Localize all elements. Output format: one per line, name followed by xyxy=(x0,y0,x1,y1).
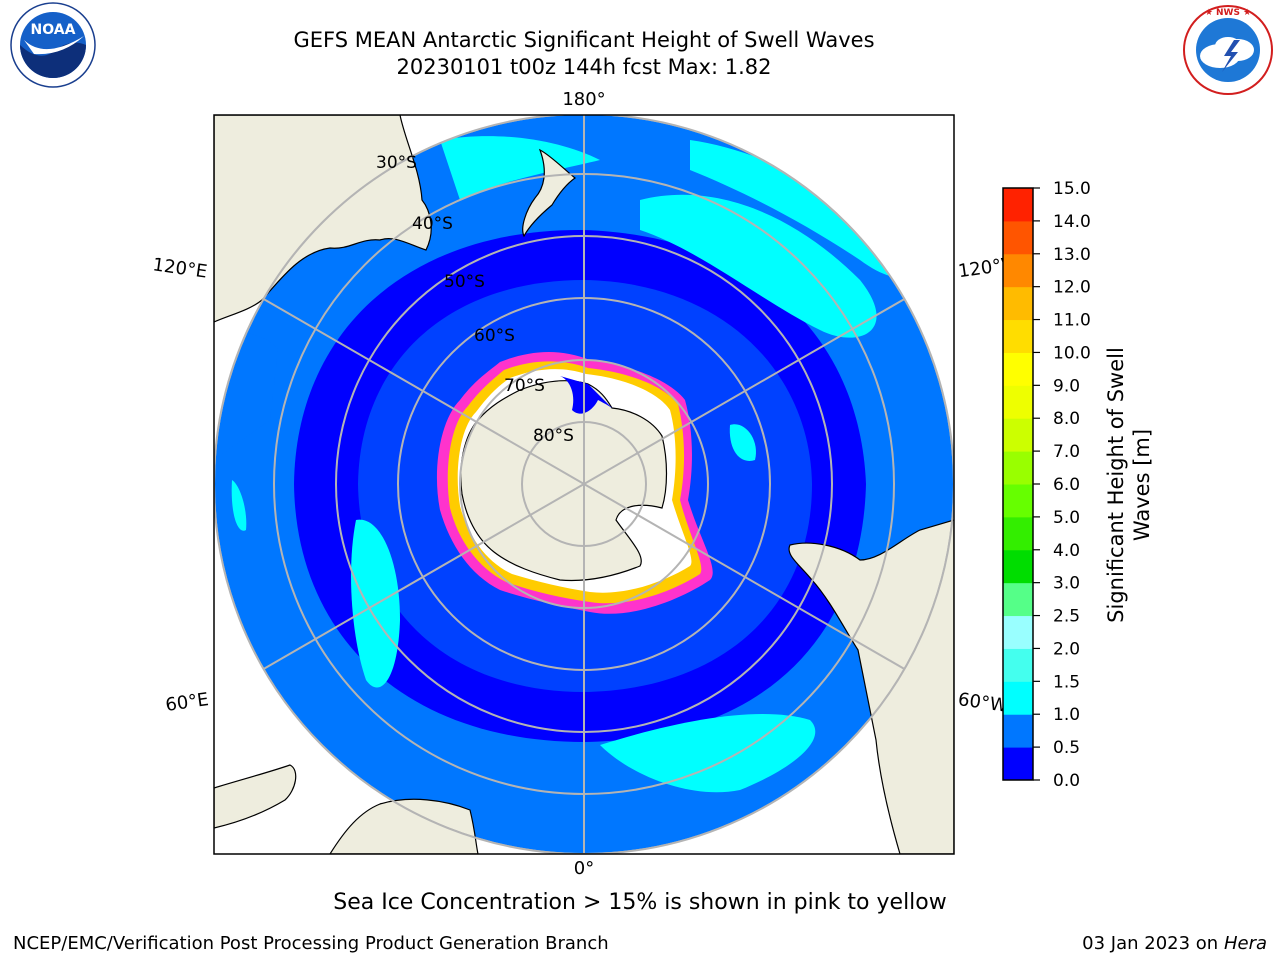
colorbar-label: Significant Height of Swell Waves [m] xyxy=(1103,325,1155,645)
credit-branch: NCEP/EMC/Verification Post Processing Pr… xyxy=(13,933,609,954)
lon-label-120e: 120°E xyxy=(151,254,208,282)
lat-label-40s: 40°S xyxy=(412,214,453,234)
colorbar-tick-label: 2.5 xyxy=(1053,607,1080,627)
credit-date: 03 Jan 2023 on Hera xyxy=(1082,933,1267,954)
chart-title: GEFS MEAN Antarctic Significant Height o… xyxy=(293,28,875,52)
colorbar-tick-label: 8.0 xyxy=(1053,409,1080,429)
colorbar-swatch xyxy=(1003,648,1033,682)
colorbar-label-text: Significant Height of Swell Waves [m] xyxy=(1104,347,1154,623)
colorbar-tick-label: 2.0 xyxy=(1053,639,1080,659)
colorbar-tick-label: 14.0 xyxy=(1053,212,1091,232)
colorbar-swatch xyxy=(1003,615,1033,649)
colorbar-tick-label: 10.0 xyxy=(1053,343,1091,363)
colorbar-tick-label: 5.0 xyxy=(1053,508,1080,528)
colorbar-swatch xyxy=(1003,385,1033,419)
colorbar-frame xyxy=(1002,187,1034,781)
colorbar-tick-label: 7.0 xyxy=(1053,442,1080,462)
map-frame xyxy=(213,114,955,855)
colorbar-tick-label: 0.5 xyxy=(1053,738,1080,758)
colorbar-tick-label: 1.0 xyxy=(1053,705,1080,725)
meridian-line xyxy=(583,483,914,675)
colorbar-swatch xyxy=(1003,253,1033,288)
meridian-line xyxy=(254,293,585,485)
colorbar-swatch xyxy=(1003,516,1033,551)
colorbar-swatch xyxy=(1003,352,1033,386)
land-masses xyxy=(214,115,954,854)
colorbar-swatch xyxy=(1003,484,1033,518)
lon-label-180: 180° xyxy=(562,89,605,110)
noaa-logo-text: NOAA xyxy=(31,22,76,38)
colorbar-swatch xyxy=(1003,188,1033,222)
colorbar-swatch xyxy=(1003,286,1033,321)
new-zealand-landmass xyxy=(522,148,577,238)
madagascar-landmass xyxy=(214,764,297,829)
meridian-line xyxy=(583,293,914,485)
colorbar-tick-label: 15.0 xyxy=(1053,179,1091,199)
sea-ice-note: Sea Ice Concentration > 15% is shown in … xyxy=(333,890,947,915)
lon-label-60w: 60°W xyxy=(957,689,1009,717)
colorbar-tick-label: 0.0 xyxy=(1053,771,1080,791)
swell-patch-pacific xyxy=(640,194,877,338)
chart-subtitle: 20230101 t00z 144h fcst Max: 1.82 xyxy=(396,55,772,79)
colorbar-swatch xyxy=(1003,714,1033,748)
colorbar-tick-label: 4.0 xyxy=(1053,541,1080,561)
graticule xyxy=(214,115,954,854)
colorbar-swatch xyxy=(1003,418,1033,452)
colorbar-swatch xyxy=(1003,220,1033,255)
nws-logo: ★ NWS ★ xyxy=(1183,5,1273,95)
colorbar-swatch xyxy=(1003,319,1033,353)
lat-label-50s: 50°S xyxy=(444,272,485,292)
colorbar-swatch xyxy=(1003,549,1033,584)
colorbar-swatch xyxy=(1003,582,1033,617)
colorbar-swatch xyxy=(1003,747,1033,781)
lat-label-80s: 80°S xyxy=(533,426,574,446)
lon-label-60e: 60°E xyxy=(164,689,210,716)
south-america-landmass xyxy=(788,519,954,854)
colorbar: 0.0 0.5 1.0 1.5 2.0 2.5 3.0 4.0 5.0 6.0 7.0 8.0 9.0 1… xyxy=(1003,179,1091,791)
lat-label-70s: 70°S xyxy=(504,376,545,396)
colorbar-tick-label: 12.0 xyxy=(1053,278,1091,298)
colorbar-tick-label: 11.0 xyxy=(1053,311,1091,331)
colorbar-tick-label: 1.5 xyxy=(1053,672,1080,692)
svg-text:★ NWS ★: ★ NWS ★ xyxy=(1205,8,1251,18)
noaa-logo: NOAA xyxy=(10,2,96,88)
colorbar-tick-label: 3.0 xyxy=(1053,574,1080,594)
colorbar-tick-label: 9.0 xyxy=(1053,376,1080,396)
colorbar-tick-label: 6.0 xyxy=(1053,475,1080,495)
colorbar-tick-label: 13.0 xyxy=(1053,245,1091,265)
lon-label-0: 0° xyxy=(574,858,594,879)
colorbar-swatch xyxy=(1003,451,1033,485)
lat-label-30s: 30°S xyxy=(376,153,417,173)
lat-label-60s: 60°S xyxy=(474,326,515,346)
colorbar-swatch xyxy=(1003,681,1033,715)
credit-date-text: 03 Jan 2023 on xyxy=(1082,933,1224,954)
swell-patch-atlantic xyxy=(600,714,816,793)
credit-machine: Hera xyxy=(1223,933,1267,954)
meridian-line xyxy=(254,483,585,675)
